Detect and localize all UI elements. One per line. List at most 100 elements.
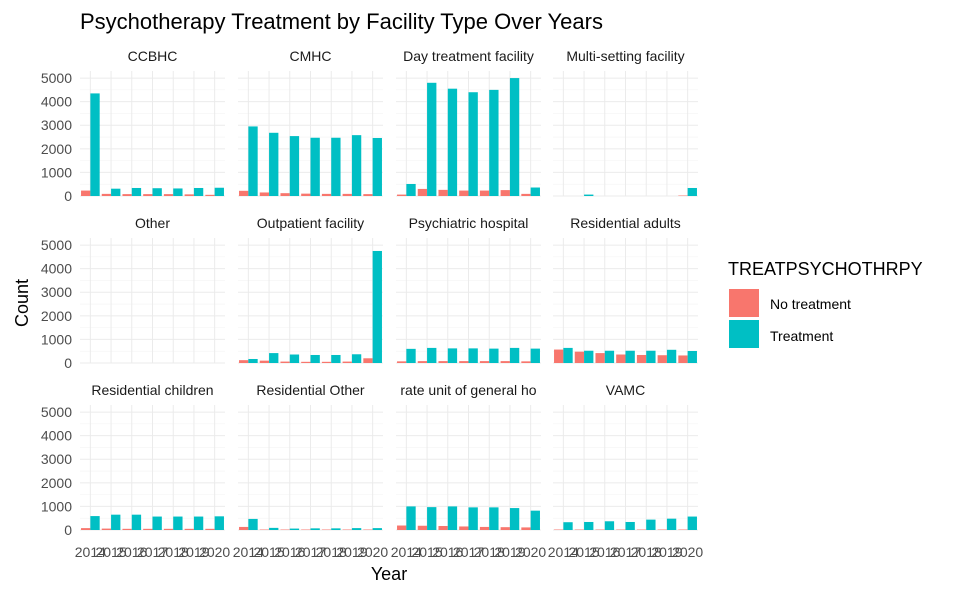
bar-treatment-2017 xyxy=(468,507,478,530)
facet-other: Other 0 1000 2000 3000 4000 5000 xyxy=(41,215,225,371)
bar-treatment-2015 xyxy=(427,82,437,196)
bar-treatment-2014 xyxy=(90,516,100,530)
facet-residential-other: Residential Other 20142015201620172018201… xyxy=(233,382,389,560)
bar-no-treatment-2016 xyxy=(438,189,448,196)
bar-treatment-2020 xyxy=(530,187,540,196)
bar-no-treatment-2015 xyxy=(259,360,270,363)
x-tick-label: 2016 xyxy=(589,544,620,560)
legend: TREATPSYCHOTHRPY No treatment Treatment xyxy=(728,259,923,348)
bar-treatment-2020 xyxy=(214,187,224,196)
bar-treatment-2020 xyxy=(687,350,697,363)
bar-no-treatment-2020 xyxy=(363,358,373,363)
bar-no-treatment-2014 xyxy=(239,360,249,363)
bar-no-treatment-2014 xyxy=(239,526,249,530)
facet-strip-label: CMHC xyxy=(290,48,332,64)
y-tick-label: 4000 xyxy=(41,261,72,277)
bar-treatment-2016 xyxy=(131,187,142,196)
bar-treatment-2020 xyxy=(687,516,697,530)
bar-no-treatment-2014 xyxy=(397,525,407,530)
bar-no-treatment-2017 xyxy=(616,354,626,363)
facet-strip-label: rate unit of general ho xyxy=(400,382,536,398)
y-tick-label: 5000 xyxy=(41,237,72,253)
bar-no-treatment-2015 xyxy=(417,188,428,196)
bar-no-treatment-2016 xyxy=(280,193,290,196)
bar-no-treatment-2020 xyxy=(363,194,373,196)
bar-treatment-2014 xyxy=(248,126,258,196)
facet-strip-label: Multi-setting facility xyxy=(566,48,684,64)
bar-treatment-2016 xyxy=(289,354,300,363)
facet-residential-children: Residential children 0 1000 2000 3000 4000 500… xyxy=(41,382,231,560)
facet-strip-label: Day treatment facility xyxy=(403,48,534,64)
y-axis-title: Count xyxy=(12,279,32,327)
x-tick-label: 2017 xyxy=(610,544,641,560)
x-tick-label: 2020 xyxy=(515,544,546,560)
bar-treatment-2018 xyxy=(646,350,656,363)
x-axis-title: Year xyxy=(371,564,407,584)
bar-no-treatment-2015 xyxy=(574,351,585,363)
bar-treatment-2015 xyxy=(584,194,594,196)
bar-treatment-2020 xyxy=(214,516,224,530)
chart-title: Psychotherapy Treatment by Facility Type… xyxy=(80,9,603,34)
bar-no-treatment-2018 xyxy=(163,528,174,530)
facet-panels: CCBHC 0 1000 2000 3000 4000 5000 CMHC Day treatm… xyxy=(41,48,704,560)
bar-treatment-2015 xyxy=(427,507,437,530)
facet-strip-label: Residential adults xyxy=(570,215,681,231)
bar-treatment-2019 xyxy=(666,518,677,530)
x-tick-label: 2016 xyxy=(432,544,463,560)
x-tick-label: 2018 xyxy=(631,544,662,560)
facet-outpatient-facility: Outpatient facility xyxy=(238,215,383,364)
bar-treatment-2019 xyxy=(351,354,362,363)
bar-treatment-2015 xyxy=(269,353,279,363)
bar-no-treatment-2018 xyxy=(479,190,490,196)
bar-no-treatment-2014 xyxy=(397,194,407,196)
bar-treatment-2014 xyxy=(563,522,573,530)
bar-treatment-2016 xyxy=(604,350,615,363)
y-tick-label: 0 xyxy=(64,188,72,204)
bar-no-treatment-2015 xyxy=(417,361,428,363)
bar-no-treatment-2014 xyxy=(397,361,407,363)
bar-treatment-2018 xyxy=(489,348,499,363)
bar-no-treatment-2018 xyxy=(479,526,490,530)
facet-multi-setting-facility: Multi-setting facility xyxy=(553,48,698,197)
bar-treatment-2020 xyxy=(687,187,697,196)
x-tick-label: 2015 xyxy=(95,544,126,560)
bar-no-treatment-2016 xyxy=(438,361,448,363)
bar-no-treatment-2017 xyxy=(301,193,311,196)
legend-key-no-treatment xyxy=(729,289,759,317)
facet-residential-adults: Residential adults xyxy=(553,215,698,364)
bar-treatment-2019 xyxy=(351,135,362,196)
bar-treatment-2015 xyxy=(111,514,121,530)
bar-treatment-2017 xyxy=(468,348,478,363)
bar-treatment-2014 xyxy=(406,348,416,363)
facet-rate-unit-of-general-ho: rate unit of general ho20142015201620172… xyxy=(391,382,547,560)
bar-treatment-2019 xyxy=(351,528,362,530)
bar-no-treatment-2014 xyxy=(81,190,91,196)
bar-no-treatment-2016 xyxy=(122,528,132,530)
y-tick-label: 5000 xyxy=(41,70,72,86)
bar-treatment-2018 xyxy=(331,528,341,530)
facet-psychiatric-hospital: Psychiatric hospital xyxy=(396,215,541,364)
bar-no-treatment-2017 xyxy=(301,361,311,363)
bar-no-treatment-2018 xyxy=(321,361,332,363)
y-tick-label: 1000 xyxy=(41,164,72,180)
bar-treatment-2019 xyxy=(193,516,204,530)
bar-no-treatment-2019 xyxy=(342,193,352,196)
bar-no-treatment-2016 xyxy=(438,525,448,530)
x-tick-label: 2016 xyxy=(116,544,147,560)
x-tick-label: 2015 xyxy=(411,544,442,560)
x-tick-label: 2014 xyxy=(75,544,106,560)
bar-treatment-2014 xyxy=(248,358,258,363)
bar-treatment-2019 xyxy=(509,347,520,363)
x-tick-label: 2014 xyxy=(233,544,264,560)
y-tick-label: 3000 xyxy=(41,451,72,467)
bar-treatment-2020 xyxy=(372,250,382,363)
bar-treatment-2016 xyxy=(447,506,458,530)
bar-no-treatment-2019 xyxy=(500,527,510,530)
bar-no-treatment-2019 xyxy=(657,355,667,363)
bar-no-treatment-2014 xyxy=(81,528,91,530)
bar-treatment-2017 xyxy=(152,516,162,530)
bar-no-treatment-2014 xyxy=(554,349,564,363)
bar-treatment-2020 xyxy=(530,348,540,363)
bar-treatment-2016 xyxy=(447,348,458,363)
